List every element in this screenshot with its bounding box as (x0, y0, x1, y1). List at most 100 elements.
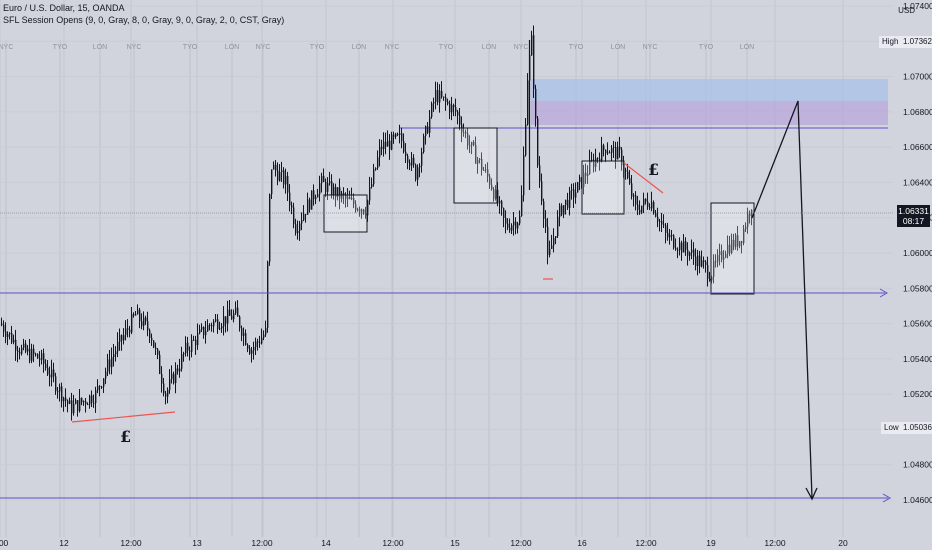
candle-body (497, 189, 499, 204)
candle-body (723, 257, 725, 260)
supply-zones (399, 79, 888, 129)
candle-body (107, 359, 109, 372)
candle-body (443, 96, 445, 98)
candle-body (119, 335, 121, 342)
low-label: Low (881, 422, 902, 434)
session-label: TYO (439, 44, 454, 51)
candle-body (483, 169, 485, 171)
candle-body (9, 332, 11, 335)
candle-body (415, 164, 417, 180)
candle-body (697, 255, 699, 266)
candle-body (385, 141, 387, 147)
price-tick: 1.05200 (903, 389, 932, 399)
candle-body (647, 201, 649, 207)
candle-body (75, 400, 77, 405)
candle-body (151, 337, 153, 341)
candle-body (397, 133, 399, 135)
candle-body (681, 242, 683, 253)
candle-body (259, 342, 261, 344)
candle-body (597, 158, 599, 160)
liquidity-line-right (623, 162, 664, 194)
price-tick: 1.04800 (903, 460, 932, 470)
candle-body (371, 184, 373, 188)
candle-body (631, 183, 633, 197)
candle-body (161, 373, 163, 384)
candle-body (141, 321, 143, 327)
session-label: TYO (183, 44, 198, 51)
candle-body (43, 353, 45, 364)
time-axis-bg (0, 537, 932, 550)
candle-body (405, 151, 407, 156)
session-label: NYC (514, 44, 529, 51)
candle-body (487, 169, 489, 177)
candle-body (233, 313, 235, 320)
candle-body (215, 319, 217, 322)
candle-body (157, 349, 159, 355)
candle-body (181, 354, 183, 369)
candle-body (241, 328, 243, 336)
time-tick: 13 (192, 538, 202, 548)
candle-body (725, 253, 727, 258)
candle-body (661, 221, 663, 225)
candle-body (495, 189, 497, 199)
candle-body (391, 134, 393, 150)
candle-body (275, 164, 277, 171)
candle-body (19, 352, 21, 354)
candle-body (741, 241, 743, 243)
candle-body (105, 371, 107, 379)
candle-body (685, 241, 687, 250)
candle-body (553, 238, 555, 246)
candle-body (353, 198, 355, 205)
candle-body (57, 391, 59, 393)
candle-body (595, 158, 597, 167)
symbol-title[interactable]: Euro / U.S. Dollar, 15, OANDA (3, 3, 125, 13)
candle-body (599, 158, 601, 162)
candle-body (445, 97, 447, 102)
candle-body (659, 221, 661, 223)
candle-body (369, 187, 371, 201)
candle-body (31, 348, 33, 361)
candle-body (91, 395, 93, 403)
candle-body (195, 339, 197, 346)
current-price-tag: 1.06331 08:17 (897, 205, 930, 227)
candle-body (207, 324, 209, 332)
candle-body (165, 393, 167, 397)
candle-body (691, 249, 693, 253)
candle-body (281, 170, 283, 173)
candle-body (611, 147, 613, 153)
projection-arrowhead (805, 487, 818, 501)
candle-body (285, 175, 287, 185)
indicator-title[interactable]: SFL Session Opens (9, 0, Gray, 8, 0, Gra… (3, 15, 285, 25)
candle-body (409, 162, 411, 166)
candle-body (53, 369, 55, 377)
candle-body (335, 186, 337, 197)
candle-body (323, 176, 325, 182)
price-axis[interactable]: 1.074001.072001.070001.068001.066001.064… (893, 0, 932, 550)
candle-body (393, 134, 395, 137)
purple-zone (531, 101, 888, 125)
candle-body (619, 146, 621, 150)
candle-body (493, 189, 495, 199)
session-label: TYO (310, 44, 325, 51)
time-axis[interactable]: 2:00 12 12:00 13 12:00 14 12:00 15 12:00 16 12:00 1… (0, 537, 932, 550)
candle-body (713, 261, 715, 277)
candle-body (283, 170, 285, 185)
candle-body (721, 251, 723, 260)
candle-body (271, 169, 273, 195)
candle-body (15, 339, 17, 351)
candle-body (407, 155, 409, 163)
candle-body (649, 206, 651, 209)
candle-body (745, 226, 747, 229)
candle-body (513, 221, 515, 226)
price-tick: 1.06400 (903, 177, 932, 187)
candle-body (411, 157, 413, 166)
candle-body (503, 208, 505, 218)
candle-body (435, 90, 437, 102)
candle-body (133, 314, 135, 316)
candle-body (669, 234, 671, 238)
candle-body (621, 149, 623, 166)
candle-body (347, 196, 349, 200)
bar-countdown: 08:17 (902, 216, 925, 226)
